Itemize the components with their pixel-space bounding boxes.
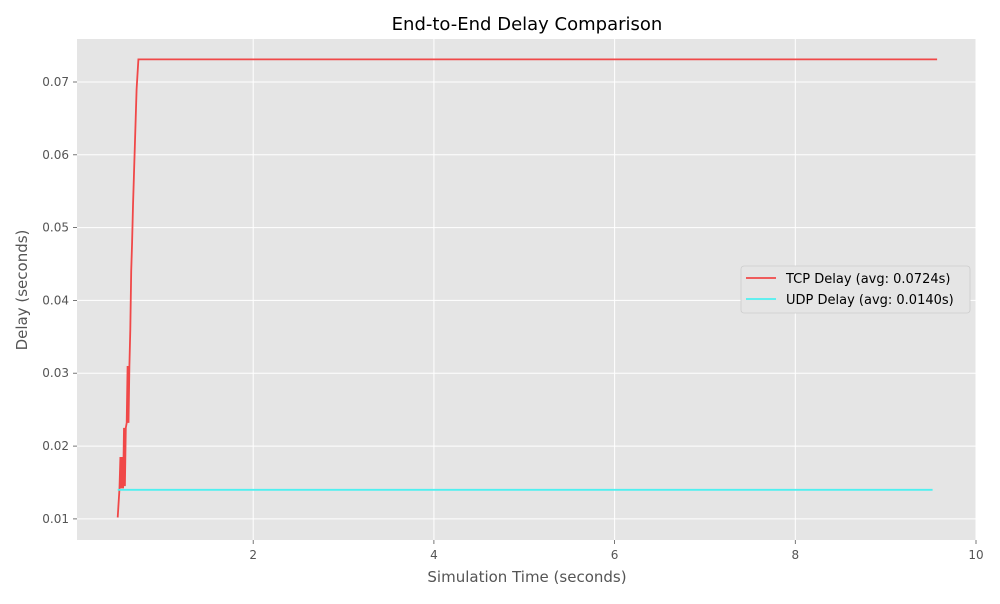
y-tick-label: 0.02 bbox=[42, 439, 69, 453]
y-axis-title: Delay (seconds) bbox=[13, 230, 31, 351]
y-tick-label: 0.03 bbox=[42, 366, 69, 380]
series-layer bbox=[116, 58, 938, 518]
tcp-delay-line bbox=[116, 58, 938, 518]
y-tick-label: 0.04 bbox=[42, 293, 69, 307]
chart-title: End-to-End Delay Comparison bbox=[392, 14, 663, 35]
legend-label-tcp: TCP Delay (avg: 0.0724s) bbox=[785, 272, 950, 287]
legend-box bbox=[740, 265, 971, 314]
grid-lines bbox=[77, 39, 977, 540]
y-axis: 0.01 0.02 0.03 0.04 0.05 0.06 0.07 bbox=[42, 75, 77, 526]
y-tick-label: 0.05 bbox=[42, 221, 69, 235]
y-tick-label: 0.07 bbox=[42, 75, 69, 89]
y-tick-label: 0.01 bbox=[42, 512, 69, 526]
y-tick-label: 0.06 bbox=[42, 148, 69, 162]
legend-label-udp: UDP Delay (avg: 0.0140s) bbox=[786, 293, 954, 308]
x-tick-label: 2 bbox=[249, 548, 257, 562]
x-tick-label: 8 bbox=[791, 548, 799, 562]
x-tick-label: 6 bbox=[611, 548, 619, 562]
x-tick-label: 4 bbox=[430, 548, 438, 562]
legend: TCP Delay (avg: 0.0724s) UDP Delay (avg:… bbox=[740, 265, 971, 314]
x-axis-title: Simulation Time (seconds) bbox=[427, 568, 626, 586]
x-axis: 2 4 6 8 10 bbox=[249, 540, 984, 562]
x-tick-label: 10 bbox=[968, 548, 983, 562]
